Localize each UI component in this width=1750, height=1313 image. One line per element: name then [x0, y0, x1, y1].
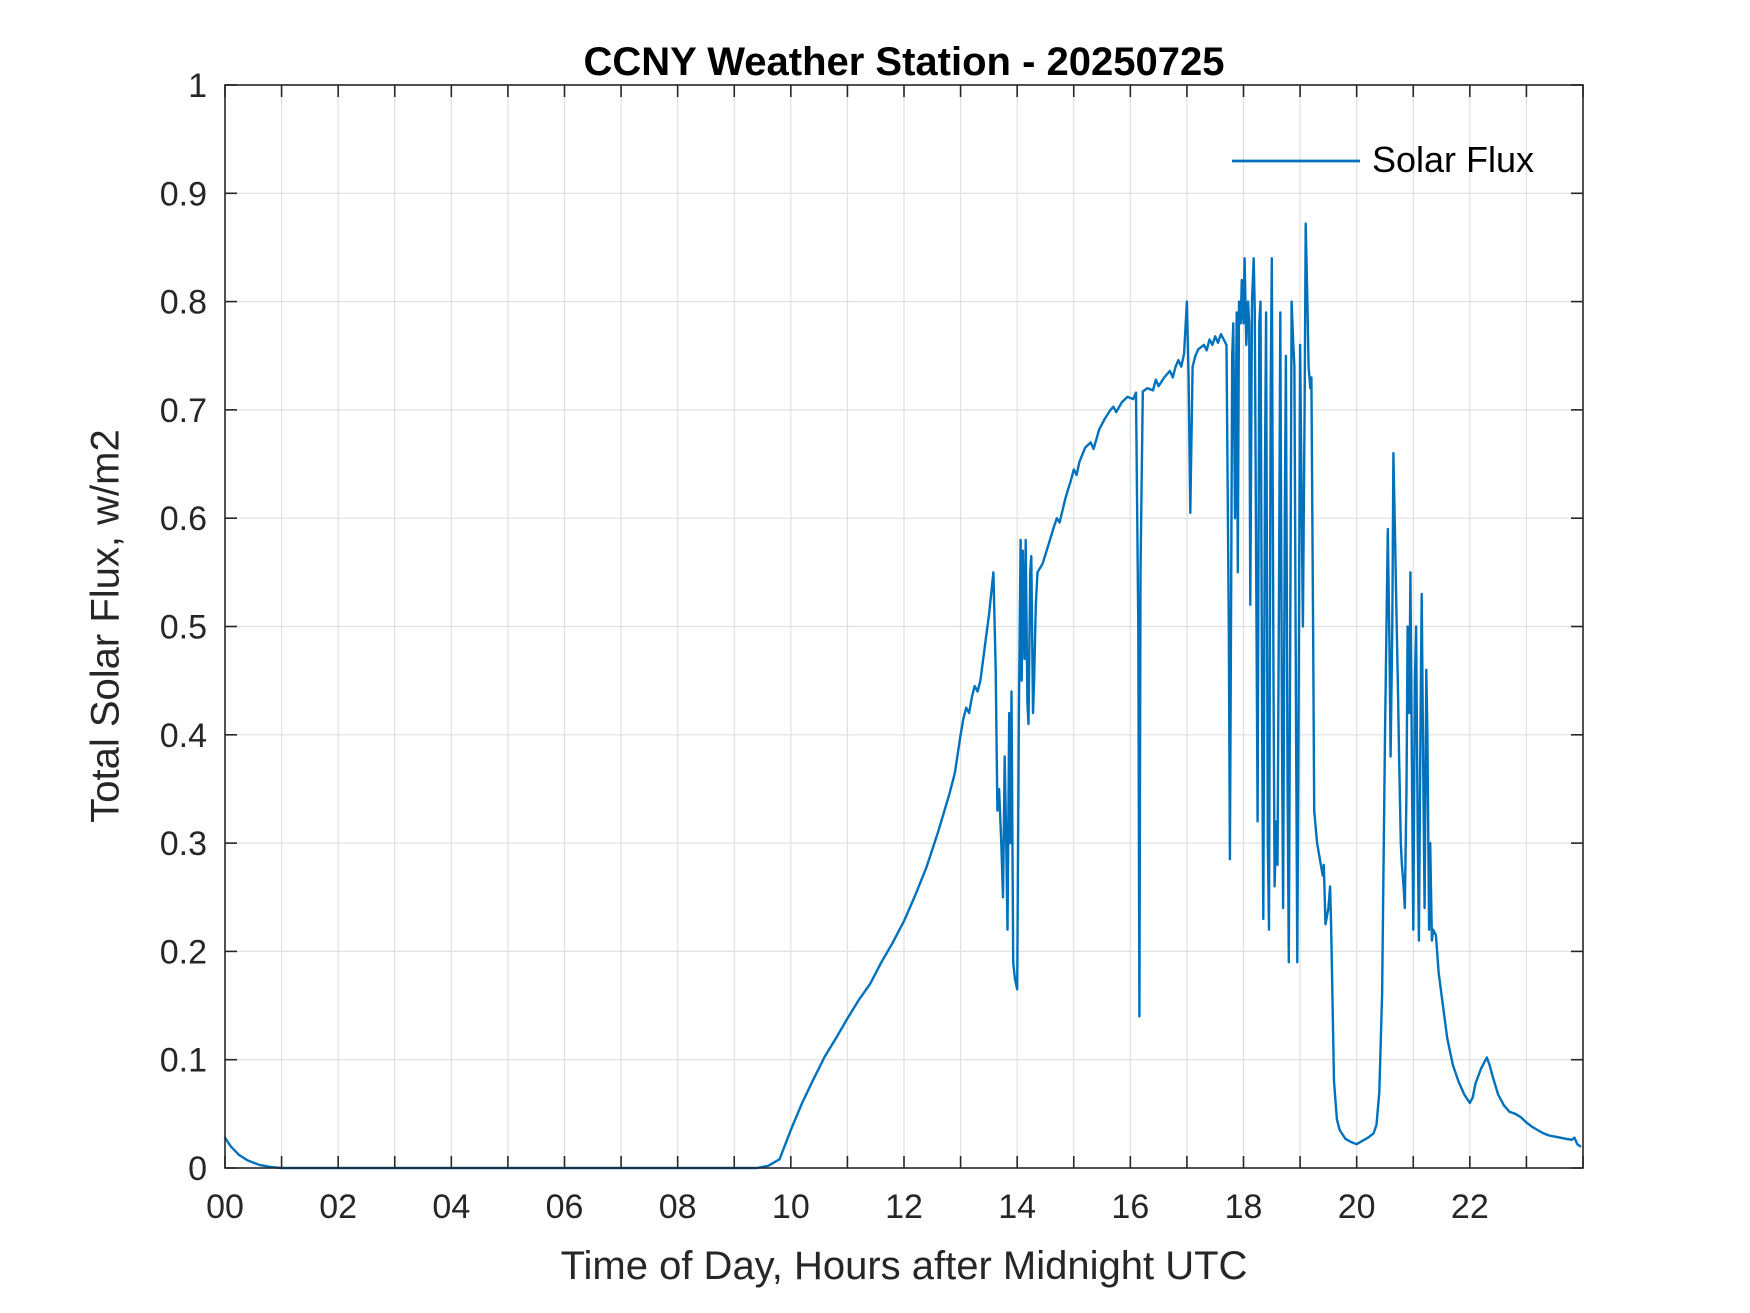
y-tick-label: 0.8 — [160, 284, 207, 322]
x-tick-label: 06 — [546, 1188, 584, 1226]
y-axis-label: Total Solar Flux, w/m2 — [83, 429, 128, 823]
x-tick-label: 00 — [206, 1188, 244, 1226]
x-tick-label: 22 — [1451, 1188, 1489, 1226]
y-tick-label: 1 — [188, 67, 207, 105]
y-tick-label: 0.6 — [160, 500, 207, 538]
y-tick-label: 0.5 — [160, 609, 207, 647]
x-tick-label: 02 — [319, 1188, 357, 1226]
x-tick-label: 18 — [1225, 1188, 1263, 1226]
x-tick-label: 16 — [1111, 1188, 1149, 1226]
y-tick-label: 0.1 — [160, 1042, 207, 1080]
x-tick-label: 12 — [885, 1188, 923, 1226]
y-tick-label: 0.4 — [160, 717, 207, 755]
legend-label-solar-flux: Solar Flux — [1372, 139, 1535, 181]
y-tick-label: 0.7 — [160, 392, 207, 430]
x-tick-label: 10 — [772, 1188, 810, 1226]
x-axis-label: Time of Day, Hours after Midnight UTC — [560, 1244, 1248, 1288]
y-tick-label: 0.9 — [160, 175, 207, 213]
y-tick-label: 0.2 — [160, 933, 207, 971]
series-line-solar-flux — [223, 222, 1582, 1170]
chart-title: CCNY Weather Station - 20250725 — [583, 40, 1225, 84]
x-tick-label: 20 — [1338, 1188, 1376, 1226]
y-tick-label: 0.3 — [160, 825, 207, 863]
y-tick-label: 0 — [188, 1150, 207, 1188]
x-tick-label: 08 — [659, 1188, 697, 1226]
x-tick-label: 04 — [432, 1188, 470, 1226]
x-tick-label: 14 — [998, 1188, 1036, 1226]
